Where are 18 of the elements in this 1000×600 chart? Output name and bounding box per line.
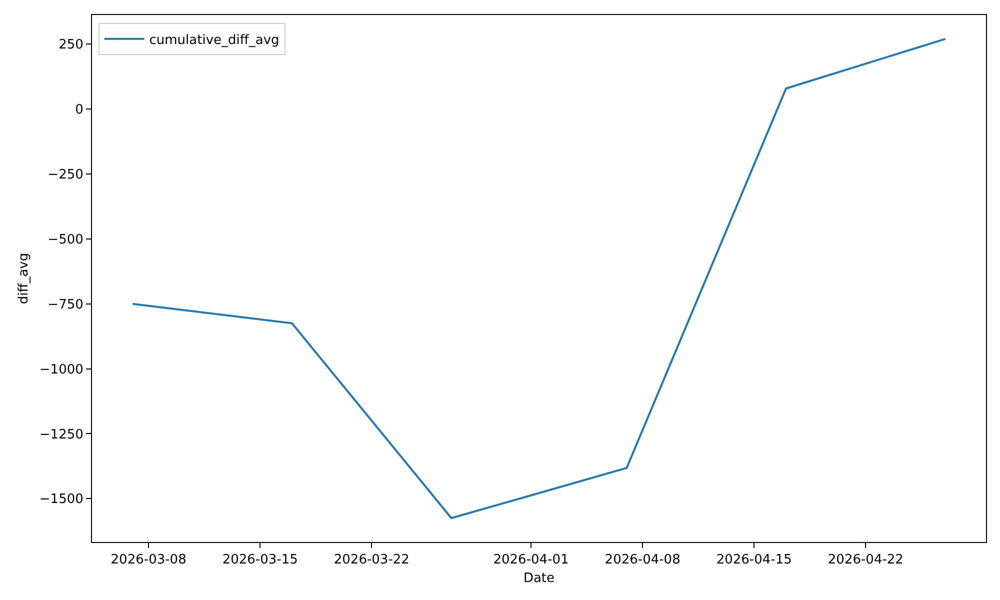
x-tick-label: 2026-04-01 <box>493 552 569 568</box>
y-tick-label: −1250 <box>39 427 84 442</box>
x-tick-label: 2026-04-15 <box>716 552 792 568</box>
y-tick-label: −1000 <box>39 362 84 378</box>
y-tick-label: −250 <box>48 168 84 183</box>
x-tick-label: 2026-04-22 <box>828 552 904 568</box>
x-tick-label: 2026-04-08 <box>604 552 680 568</box>
y-axis-title: diff_avg <box>16 252 32 304</box>
y-tick-label: −750 <box>48 297 84 312</box>
y-tick-label: −1500 <box>39 492 84 508</box>
x-tick-label: 2026-03-15 <box>222 552 298 568</box>
x-tick-label: 2026-03-22 <box>334 552 410 568</box>
x-axis-title: Date <box>523 571 555 586</box>
y-tick-label: −500 <box>48 232 84 248</box>
y-tick-label: 0 <box>75 102 84 118</box>
y-tick-label: 250 <box>58 38 84 53</box>
legend-label: cumulative_diff_avg <box>149 32 280 48</box>
x-tick-label: 2026-03-08 <box>110 552 186 568</box>
